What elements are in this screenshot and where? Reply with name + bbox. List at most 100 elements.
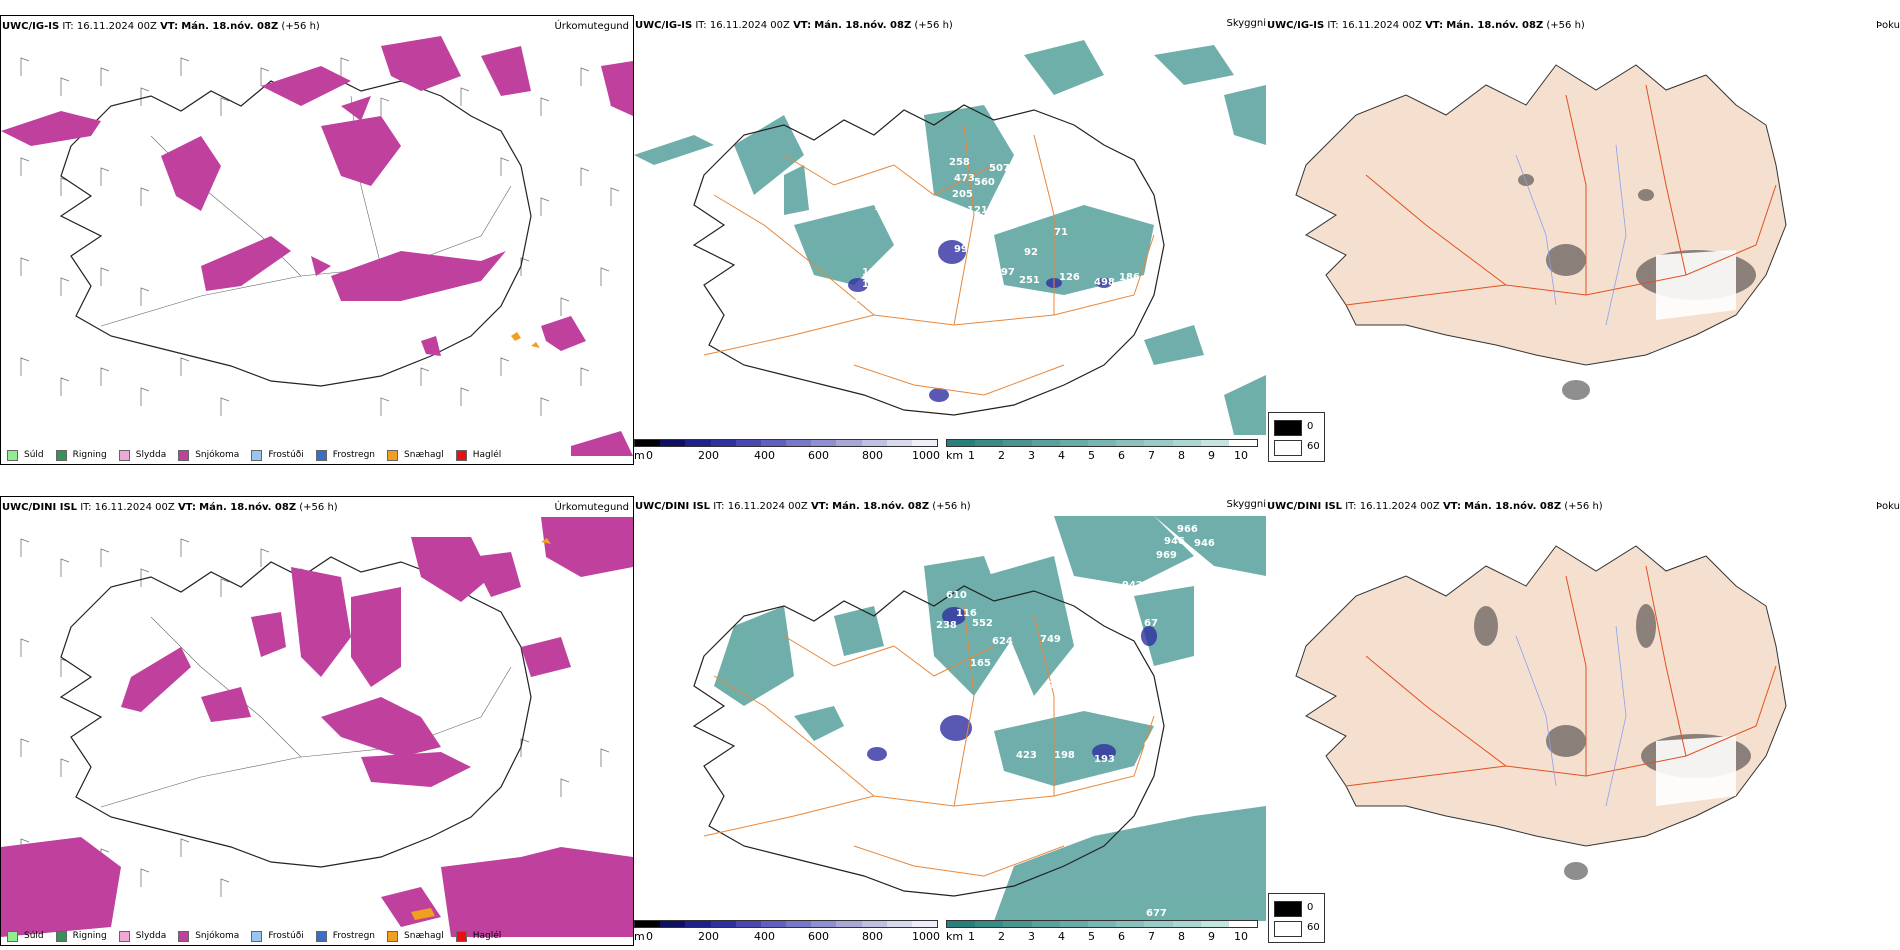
cloud-map: 258 507 473 560 205 121 92 114 154 119 1… <box>634 40 1266 435</box>
panel-title: Úrkomutegund <box>554 502 629 513</box>
legend-item: Snjókoma <box>178 449 239 461</box>
colorbar-segment <box>836 440 862 446</box>
svg-text:507: 507 <box>989 163 1010 174</box>
legend-item: Frostregn <box>315 930 375 942</box>
panel-title: Úrkomutegund <box>554 21 629 32</box>
svg-text:99: 99 <box>954 244 968 255</box>
visibility-ticks: km 1 2 3 4 5 6 7 8 9 10 <box>946 449 1248 462</box>
colorbar-segment <box>685 921 711 927</box>
svg-text:257: 257 <box>1048 680 1069 691</box>
legend-item: Súld <box>7 449 44 461</box>
svg-text:238: 238 <box>936 620 957 631</box>
precip-legend: Súld Rigning Slydda Snjókoma Frostúði Fr… <box>1 925 507 945</box>
svg-text:193: 193 <box>1094 754 1115 765</box>
colorbar-segment <box>1200 440 1229 446</box>
colorbar-segment <box>975 921 1004 927</box>
svg-text:202: 202 <box>866 730 887 741</box>
cloud-panel-row2: UWC/DINI ISL IT: 16.11.2024 00Z VT: Mán.… <box>634 496 1266 946</box>
colorbar-segment <box>635 440 661 446</box>
legend-item: Snæhagl <box>387 930 444 942</box>
precip-map <box>1 36 633 456</box>
panel-header: UWC/IG-IS IT: 16.11.2024 00Z VT: Mán. 18… <box>2 21 320 32</box>
legend-item: Súld <box>7 930 44 942</box>
visibility-colorbar <box>946 439 1258 447</box>
svg-text:749: 749 <box>1040 634 1061 645</box>
legend-item: Rigning <box>55 930 107 942</box>
legend-item: Slydda <box>118 930 166 942</box>
svg-text:205: 205 <box>952 189 973 200</box>
panel-header: UWC/IG-IS IT: 16.11.2024 00Z VT: Mán. 18… <box>1267 20 1585 31</box>
svg-text:114: 114 <box>862 267 883 278</box>
colorbar-segment <box>975 440 1004 446</box>
wind-barbs <box>20 57 620 416</box>
svg-text:17: 17 <box>874 202 888 213</box>
svg-text:946: 946 <box>1164 536 1185 547</box>
colorbar-segment <box>660 440 686 446</box>
colorbar-segment <box>786 921 812 927</box>
visibility-shading <box>714 516 1266 921</box>
svg-text:677: 677 <box>1146 908 1167 919</box>
visibility-colorbar <box>946 920 1258 928</box>
rivers <box>1515 625 1627 807</box>
cloud-base-labels: 610 116 238 552 624 749 165 257 202 423 … <box>866 524 1215 919</box>
colorbar-segment <box>1144 921 1173 927</box>
fog-map <box>1295 64 1787 400</box>
precip-legend: Súld Rigning Slydda Snjókoma Frostúði Fr… <box>1 444 507 464</box>
iceland-land <box>1295 64 1787 366</box>
colorbar-segment <box>1003 921 1032 927</box>
colorbar-segment <box>735 440 761 446</box>
legend-item: Haglél <box>455 449 501 461</box>
colorbar-segment <box>1116 921 1145 927</box>
roads <box>703 124 1155 396</box>
svg-text:946: 946 <box>1194 538 1215 549</box>
svg-text:198: 198 <box>1054 750 1075 761</box>
colorbar-segment <box>685 440 711 446</box>
colorbar-segment <box>911 921 938 927</box>
svg-text:45: 45 <box>1144 738 1158 749</box>
iceland-outline <box>692 104 1165 416</box>
precip-map <box>1 517 633 937</box>
svg-text:560: 560 <box>974 177 995 188</box>
colorbar-segment <box>1059 921 1088 927</box>
cloud-map: 610 116 238 552 624 749 165 257 202 423 … <box>692 516 1266 921</box>
colorbar-segment <box>1200 921 1229 927</box>
colorbar-segment <box>1059 440 1088 446</box>
svg-text:552: 552 <box>972 618 993 629</box>
fog-panel-row2: UWC/DINI ISL IT: 16.11.2024 00Z VT: Mán.… <box>1266 496 1900 946</box>
legend-item: Snæhagl <box>387 449 444 461</box>
cloud-base-blobs <box>867 607 1157 761</box>
svg-text:154: 154 <box>896 258 917 269</box>
colorbar-segment <box>861 921 887 927</box>
roads <box>1345 84 1777 306</box>
panel-header: UWC/DINI ISL IT: 16.11.2024 00Z VT: Mán.… <box>635 501 971 512</box>
iceland-land <box>1295 545 1787 847</box>
svg-text:624: 624 <box>992 636 1013 647</box>
legend-item: Frostúði <box>251 930 304 942</box>
colorbar-segment <box>886 440 912 446</box>
colorbar-segment <box>811 440 837 446</box>
svg-text:251: 251 <box>1019 275 1040 286</box>
colorbar-segment <box>861 440 887 446</box>
precip-type-panel-row1: UWC/IG-IS IT: 16.11.2024 00Z VT: Mán. 18… <box>0 15 634 465</box>
svg-text:258: 258 <box>949 157 970 168</box>
colorbar-segment <box>786 440 812 446</box>
sunshine-legend-row2: 0 60 <box>1268 893 1325 943</box>
svg-text:67: 67 <box>1144 618 1158 629</box>
colorbar-segment <box>760 440 787 446</box>
colorbar-segment <box>947 440 976 446</box>
colorbar-segment <box>1003 440 1032 446</box>
visibility-shading <box>634 40 1266 435</box>
colorbar-segment <box>710 921 736 927</box>
colorbar-segment <box>660 921 686 927</box>
legend-item: Haglél <box>455 930 501 942</box>
svg-text:473: 473 <box>954 173 975 184</box>
iceland-outline <box>59 556 532 868</box>
svg-text:197: 197 <box>994 267 1015 278</box>
svg-text:423: 423 <box>1016 750 1037 761</box>
colorbar-segment <box>1172 921 1201 927</box>
svg-text:92: 92 <box>1024 247 1038 258</box>
sunshine-legend-row1: 0 60 <box>1268 412 1325 462</box>
colorbar-segment <box>811 921 837 927</box>
cloud-panel-row1: UWC/IG-IS IT: 16.11.2024 00Z VT: Mán. 18… <box>634 15 1266 465</box>
snow-areas <box>1 517 633 937</box>
